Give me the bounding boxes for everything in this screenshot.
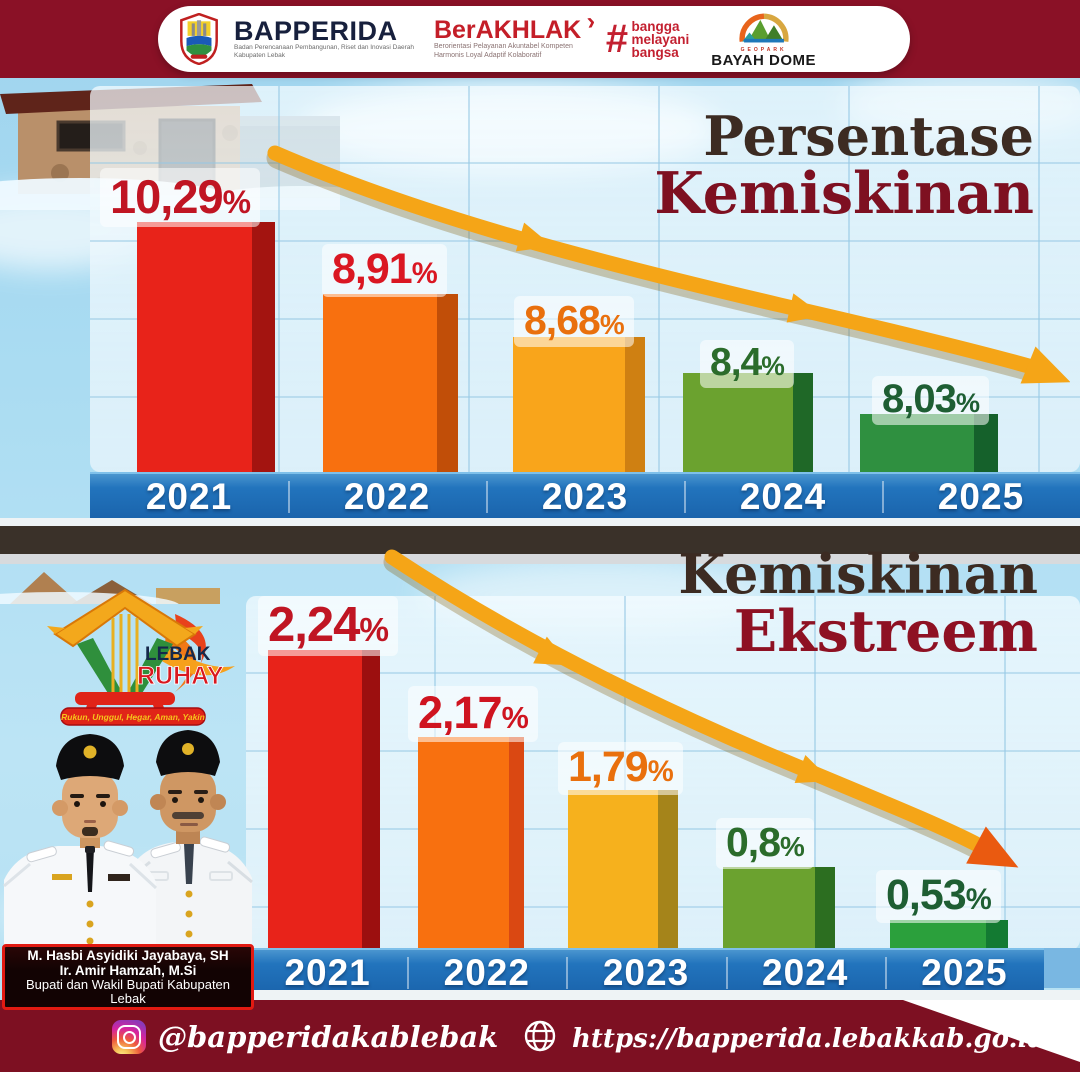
wakil-bupati-name: Ir. Amir Hamzah, M.Si [59,962,197,978]
year-label: 2021 [284,952,371,993]
value-label-2023-bottom: 1,79% [558,742,683,795]
bangga-word-2: melayani [631,31,690,47]
axis-band-extension [1044,948,1080,988]
chart-title-top: Persentase Kemiskinan [654,104,1034,228]
value-label-2025-bottom: 0,53% [876,870,1001,923]
year-label: 2022 [288,474,486,520]
bar-2024-bottom [723,867,835,950]
x-axis-years-top: 2021 2022 2023 2024 2025 [90,472,1080,520]
divider-white [0,518,1080,526]
bapperida-shield-icon [180,13,218,65]
year-label: 2024 [684,474,882,520]
x-axis-years-bottom: 2021 2022 2023 2024 2025 [248,948,1044,996]
chevron-right-icon: › [585,7,597,36]
bapperida-logo-text: BAPPERIDA Badan Perencanaan Pembangunan,… [234,18,414,60]
bapperida-name: BAPPERIDA [234,16,398,46]
value-label-2021-bottom: 2,24% [258,596,398,656]
divider-light [0,554,1080,564]
bangga-melayani-bangsa-logo: # bangga melayani bangsa [605,17,690,61]
value-label-2022-top: 8,91% [322,244,447,297]
value-label-2024-top: 8,4% [700,340,794,388]
bayah-dome-logo: GEOPARK BAYAH DOME [711,9,816,69]
chart-title-bottom-line1: Kemiskinan [678,542,1038,606]
hashtag-icon: # [605,17,628,61]
trend-arrow-down-top [266,145,1070,384]
year-label: 2024 [725,950,885,996]
year-label: 2023 [486,474,684,520]
berakhlak-subtitle-2: Harmonis Loyal Adaptif Kolaboratif [433,52,542,59]
bar-2021-bottom [268,650,380,950]
instagram-handle[interactable]: @bapperidakablebak [158,1020,499,1054]
bayah-dome-mountain-icon [739,13,789,43]
bar-2023-bottom [568,790,678,950]
instagram-icon [112,1020,146,1054]
officials-caption: M. Hasbi Asyidiki Jayabaya, SH Ir. Amir … [2,944,254,1010]
year-label: 2021 [145,476,233,517]
bangga-word-1: bangga [631,18,680,34]
lebak-text: LEBAK [145,644,211,665]
bayah-dome-name: BAYAH DOME [711,52,816,69]
globe-icon [524,1020,556,1052]
ruhay-text: RUHAY [137,662,224,690]
bapperida-subtitle-1: Badan Perencanaan Pembangunan, Riset dan… [234,44,414,51]
trend-arrow-down-bottom [383,549,1019,868]
year-label: 2025 [884,950,1044,996]
bupati-name: M. Hasbi Asyidiki Jayabaya, SH [27,947,229,963]
bar-2023-top [513,337,645,475]
chart-title-bottom-line2: Ekstreem [733,598,1038,666]
berakhlak-name: BerAKHLAK [433,16,582,44]
bangga-word-3: bangsa [631,44,679,60]
bapperida-subtitle-2: Kabupaten Lebak [234,52,285,59]
bar-2024-top [683,373,813,475]
chart-title-bottom: Kemiskinan Ekstreem [678,542,1038,666]
chart-title-top-line1: Persentase [703,104,1034,168]
value-label-2025-top: 8,03% [872,376,990,425]
value-label-2021-top: 10,29% [100,168,261,227]
lebak-ruhay-motto: Rukun, Unggul, Hegar, Aman, Yakin [61,712,205,722]
officials-role-line2: Lebak [110,991,146,1006]
year-label: 2025 [882,474,1080,520]
berakhlak-subtitle-1: Berorientasi Pelayanan Akuntabel Kompete… [433,43,573,50]
officials-portrait [3,730,253,946]
value-label-2023-top: 8,68% [514,296,634,347]
berakhlak-logo: BerAKHLAK › Berorientasi Pelayanan Akunt… [433,8,597,60]
value-label-2022-bottom: 2,17% [408,686,538,742]
chart-title-top-line2: Kemiskinan [654,160,1034,228]
header-logo-capsule: BAPPERIDA Badan Perencanaan Pembangunan,… [158,6,910,72]
wakil-bupati-figure [127,730,253,946]
bayah-geopark-label: GEOPARK [740,47,787,53]
year-label: 2022 [407,950,566,996]
footer-band [0,1000,1080,1072]
officials-role-line1: Bupati dan Wakil Bupati Kabupaten [25,976,231,992]
lebak-ruhay-logo: LEBAK RUHAY Rukun, Unggul, Hegar, Aman, … [47,588,235,726]
website-url[interactable]: https://bapperida.lebakkab.go.id [572,1024,1046,1054]
year-label: 2023 [566,950,725,996]
bupati-figure [3,734,158,946]
bar-2021-top [137,222,275,475]
footer-gap [246,990,1080,1002]
bar-2022-bottom [418,737,524,950]
bar-2022-top [323,294,458,475]
value-label-2024-bottom: 0,8% [716,818,814,869]
bar-2025-bottom [890,920,1008,950]
divider-dark [0,526,1080,554]
